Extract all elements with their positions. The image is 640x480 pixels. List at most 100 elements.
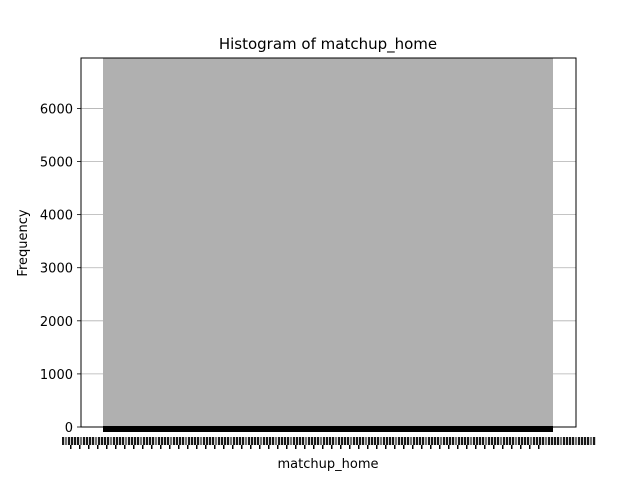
x-tick-glyph: [203, 437, 206, 445]
x-tick-glyph-tail: [214, 445, 216, 449]
x-tick-glyph: [83, 437, 86, 445]
y-tick-label: 3000: [40, 262, 73, 277]
x-tick-glyph: [239, 437, 242, 445]
x-tick-glyph: [338, 437, 341, 445]
x-tick-glyph: [140, 437, 143, 445]
x-tick-glyph: [386, 437, 389, 445]
x-tick-glyph-tail: [466, 445, 468, 449]
x-tick-glyph: [335, 437, 338, 445]
x-tick-glyph: [539, 437, 542, 445]
x-tick-glyph: [215, 437, 218, 445]
x-tick-glyph: [443, 437, 446, 445]
x-tick-glyph-tail: [97, 445, 99, 449]
histogram-bar: [103, 58, 553, 427]
x-tick-glyph: [185, 437, 188, 445]
x-tick-glyph-tail: [277, 445, 279, 449]
x-tick-glyph: [473, 437, 476, 445]
x-tick-glyph: [95, 437, 98, 445]
x-tick-glyph: [251, 437, 254, 445]
x-tick-glyph: [524, 437, 527, 445]
x-tick-glyph: [128, 437, 131, 445]
x-tick-glyph: [413, 437, 416, 445]
x-tick-glyph-tail: [349, 445, 351, 449]
x-tick-glyph: [569, 437, 572, 445]
x-tick-glyph: [428, 437, 431, 445]
x-tick-glyph-tail: [430, 445, 432, 449]
x-tick-glyph-tail: [376, 445, 378, 449]
x-tick-glyph: [212, 437, 215, 445]
x-tick-glyph-tail: [268, 445, 270, 449]
x-tick-glyph-tail: [358, 445, 360, 449]
x-tick-glyph: [407, 437, 410, 445]
x-tick-glyph-tail: [106, 445, 108, 449]
x-tick-glyph-tail: [322, 445, 324, 449]
x-tick-glyph: [320, 437, 323, 445]
x-tick-glyph: [365, 437, 368, 445]
x-tick-glyph: [113, 437, 116, 445]
x-tick-glyph: [560, 437, 563, 445]
x-tick-glyph: [371, 437, 374, 445]
x-tick-glyph-tail: [538, 445, 540, 449]
x-tick-glyph: [548, 437, 551, 445]
x-tick-glyph: [110, 437, 113, 445]
x-tick-glyph: [194, 437, 197, 445]
x-tick-glyph: [152, 437, 155, 445]
x-tick-glyph: [380, 437, 383, 445]
x-tick-glyph: [104, 437, 107, 445]
y-tick-label: 4000: [40, 209, 73, 224]
x-tick-glyph-tail: [313, 445, 315, 449]
x-tick-glyph: [221, 437, 224, 445]
x-tick-glyph: [173, 437, 176, 445]
x-tick-glyph: [101, 437, 104, 445]
x-tick-glyph: [134, 437, 137, 445]
x-tick-glyph: [368, 437, 371, 445]
x-tick-glyph: [92, 437, 95, 445]
x-tick-glyph-tail: [340, 445, 342, 449]
x-tick-glyph-tail: [115, 445, 117, 449]
y-tick-label: 5000: [40, 156, 73, 171]
x-tick-glyph: [416, 437, 419, 445]
x-tick-glyph: [77, 437, 80, 445]
x-tick-glyph: [551, 437, 554, 445]
x-tick-glyph: [374, 437, 377, 445]
x-tick-glyph-tail: [286, 445, 288, 449]
x-tick-glyph: [290, 437, 293, 445]
x-tick-glyph: [218, 437, 221, 445]
x-tick-glyph-tail: [178, 445, 180, 449]
x-tick-glyph: [389, 437, 392, 445]
x-tick-glyph: [209, 437, 212, 445]
x-tick-glyph: [422, 437, 425, 445]
y-axis-label: Frequency: [16, 209, 31, 276]
x-tick-glyph: [146, 437, 149, 445]
x-tick-glyph: [188, 437, 191, 445]
x-tick-glyph: [476, 437, 479, 445]
x-tick-glyph: [125, 437, 128, 445]
x-tick-glyph: [68, 437, 71, 445]
x-tick-glyph: [233, 437, 236, 445]
x-tick-glyph: [356, 437, 359, 445]
x-tick-glyph: [455, 437, 458, 445]
x-tick-glyph: [248, 437, 251, 445]
x-tick-glyph-tail: [259, 445, 261, 449]
dense-bin-strip: [103, 426, 553, 432]
x-tick-glyph: [593, 437, 596, 445]
x-tick-glyph: [587, 437, 590, 445]
x-tick-glyph: [350, 437, 353, 445]
y-tick-label: 6000: [40, 102, 73, 117]
x-tick-glyph: [515, 437, 518, 445]
x-tick-glyph: [446, 437, 449, 445]
x-tick-glyph: [521, 437, 524, 445]
x-tick-glyph: [236, 437, 239, 445]
x-tick-glyph: [353, 437, 356, 445]
x-tick-glyph-tail: [142, 445, 144, 449]
x-tick-glyph: [464, 437, 467, 445]
x-tick-glyph: [281, 437, 284, 445]
x-tick-glyph: [509, 437, 512, 445]
x-tick-glyph-tail: [205, 445, 207, 449]
x-tick-glyph: [326, 437, 329, 445]
x-tick-glyph: [191, 437, 194, 445]
x-tick-glyph: [278, 437, 281, 445]
x-tick-glyph: [503, 437, 506, 445]
x-tick-glyph: [74, 437, 77, 445]
